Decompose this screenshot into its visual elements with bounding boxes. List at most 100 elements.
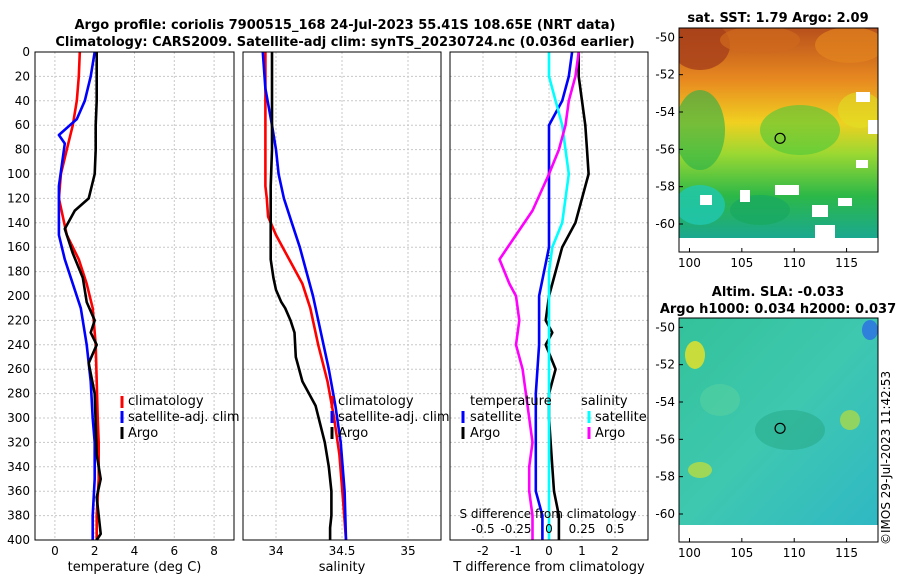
- sst-missing-data: [740, 190, 750, 202]
- x-tick-label: 6: [170, 544, 178, 558]
- map-x-tick-label: 110: [783, 546, 806, 560]
- map-y-tick-label: -52: [655, 358, 675, 372]
- map-y-tick-label: -54: [655, 105, 675, 119]
- legend-label-climatology: climatology: [128, 394, 204, 409]
- copyright-text: ©IMOS 29-Jul-2023 11:42:53: [879, 371, 893, 545]
- sst-warm-patch: [815, 28, 878, 63]
- y-tick-label: 0: [22, 45, 30, 59]
- y-tick-label: 200: [7, 289, 30, 303]
- temperature-legend: climatology satellite-adj. clim Argo: [120, 394, 240, 441]
- sla-high-patch: [700, 384, 740, 416]
- s-tick-label: -0.25: [500, 522, 531, 536]
- difference-legend: temperature satellite Argo salinity sate…: [461, 394, 647, 441]
- y-tick-label: 180: [7, 265, 30, 279]
- sst-map-frame: [678, 27, 879, 253]
- x-axis-label: salinity: [319, 560, 366, 575]
- map-x-tick-label: 115: [835, 546, 858, 560]
- legend-heading-salinity: salinity: [581, 394, 628, 409]
- argo-position-marker: [774, 422, 786, 434]
- sst-missing-data: [775, 185, 799, 195]
- y-tick-label: 360: [7, 484, 30, 498]
- sst-warm-patch: [720, 28, 800, 54]
- sst-cold-patch: [679, 90, 725, 170]
- y-tick-label: 100: [7, 167, 30, 181]
- temperature-panel: 0204060801001201401601802002202402602803…: [7, 45, 235, 575]
- sla-low-patch: [862, 320, 878, 340]
- sst-missing-data: [856, 92, 870, 102]
- y-tick-label: 20: [15, 69, 30, 83]
- sst-field: [679, 28, 878, 252]
- sla-high-patch: [688, 462, 712, 478]
- difference-panel: -2 -1 0 1 2 T difference from climatology: [449, 51, 649, 575]
- sla-low-patch: [755, 410, 825, 450]
- series-line-argo: [63, 52, 102, 541]
- main-title-line1: Argo profile: coriolis 7900515_168 24-Ju…: [75, 18, 616, 33]
- y-tick-label: 160: [7, 240, 30, 254]
- x-tick-label: -2: [477, 544, 489, 558]
- y-tick-label: 340: [7, 460, 30, 474]
- legend-label-s-argo: Argo: [595, 426, 625, 441]
- sst-missing-data: [868, 120, 878, 134]
- y-tick-label: 380: [7, 509, 30, 523]
- y-tick-label: 220: [7, 313, 30, 327]
- argo-position-marker: [774, 132, 786, 144]
- legend-label-climatology: climatology: [338, 394, 414, 409]
- map-y-tick-label: -54: [655, 395, 675, 409]
- y-tick-label: 400: [7, 533, 30, 547]
- sla-field: [679, 318, 878, 542]
- map-x-tick-label: 105: [730, 546, 753, 560]
- y-tick-label: 80: [15, 143, 30, 157]
- sst-missing-data: [700, 195, 712, 205]
- axes-frame: [449, 51, 649, 541]
- sst-map: sat. SST: 1.79 Argo: 2.09 100 105 110 115 -5…: [655, 11, 879, 270]
- y-tick-label: 260: [7, 362, 30, 376]
- axes-frame: [34, 51, 235, 541]
- series-line-s-argo: [498, 51, 580, 540]
- s-tick-label: -0.5: [471, 522, 494, 536]
- y-tick-label: 120: [7, 191, 30, 205]
- sst-cold-patch: [760, 105, 840, 155]
- legend-label-argo: Argo: [338, 426, 368, 441]
- s-tick-label: 0.25: [569, 522, 596, 536]
- legend-label-argo: Argo: [128, 426, 158, 441]
- map-y-tick-label: -50: [655, 320, 675, 334]
- x-tick-label: 1: [578, 544, 586, 558]
- sst-missing-data: [815, 225, 835, 238]
- y-tick-label: 60: [15, 118, 30, 132]
- sla-map: Altim. SLA: -0.033 Argo h1000: 0.034 h20…: [655, 285, 896, 560]
- y-tick-label: 320: [7, 435, 30, 449]
- series-line-satellite-adj-clim: [261, 51, 348, 541]
- s-difference-label: S difference from climatology: [460, 507, 637, 521]
- x-tick-label: 2: [611, 544, 619, 558]
- sst-map-title: sat. SST: 1.79 Argo: 2.09: [687, 11, 868, 26]
- sla-map-title-line1: Altim. SLA: -0.033: [712, 285, 844, 300]
- map-x-tick-label: 115: [835, 256, 858, 270]
- legend-label-t-satellite: satellite: [470, 410, 522, 425]
- y-tick-label: 140: [7, 216, 30, 230]
- x-tick-label: 34: [268, 544, 283, 558]
- s-tick-label: 0.5: [605, 522, 624, 536]
- map-x-tick-label: 100: [678, 546, 701, 560]
- sst-cold-patch: [730, 195, 790, 225]
- axes-frame: [242, 51, 442, 541]
- s-difference-ticks: -0.5 -0.25 0 0.25 0.5: [471, 522, 624, 536]
- map-x-tick-label: 105: [730, 256, 753, 270]
- y-tick-label: 280: [7, 387, 30, 401]
- main-title-line2: Climatology: CARS2009. Satellite-adj cli…: [55, 35, 634, 50]
- map-y-tick-label: -58: [655, 180, 675, 194]
- x-tick-label: -1: [510, 544, 522, 558]
- sst-warm-patch: [679, 28, 730, 70]
- s-tick-label: 0: [545, 522, 553, 536]
- series-line-satellite-adj-clim: [57, 51, 96, 540]
- sla-axis: 100 105 110 115 -50 -52 -54 -56 -58 -60: [655, 320, 858, 560]
- x-tick-label: 34.5: [329, 544, 356, 558]
- x-axis-label: T difference from climatology: [452, 560, 645, 575]
- map-x-tick-label: 110: [783, 256, 806, 270]
- sst-missing-data: [812, 205, 828, 217]
- x-tick-label: 0: [545, 544, 553, 558]
- x-tick-label: 2: [91, 544, 99, 558]
- sla-high-patch: [685, 341, 705, 369]
- series-line-climatology: [264, 52, 348, 541]
- legend-heading-temperature: temperature: [470, 394, 552, 409]
